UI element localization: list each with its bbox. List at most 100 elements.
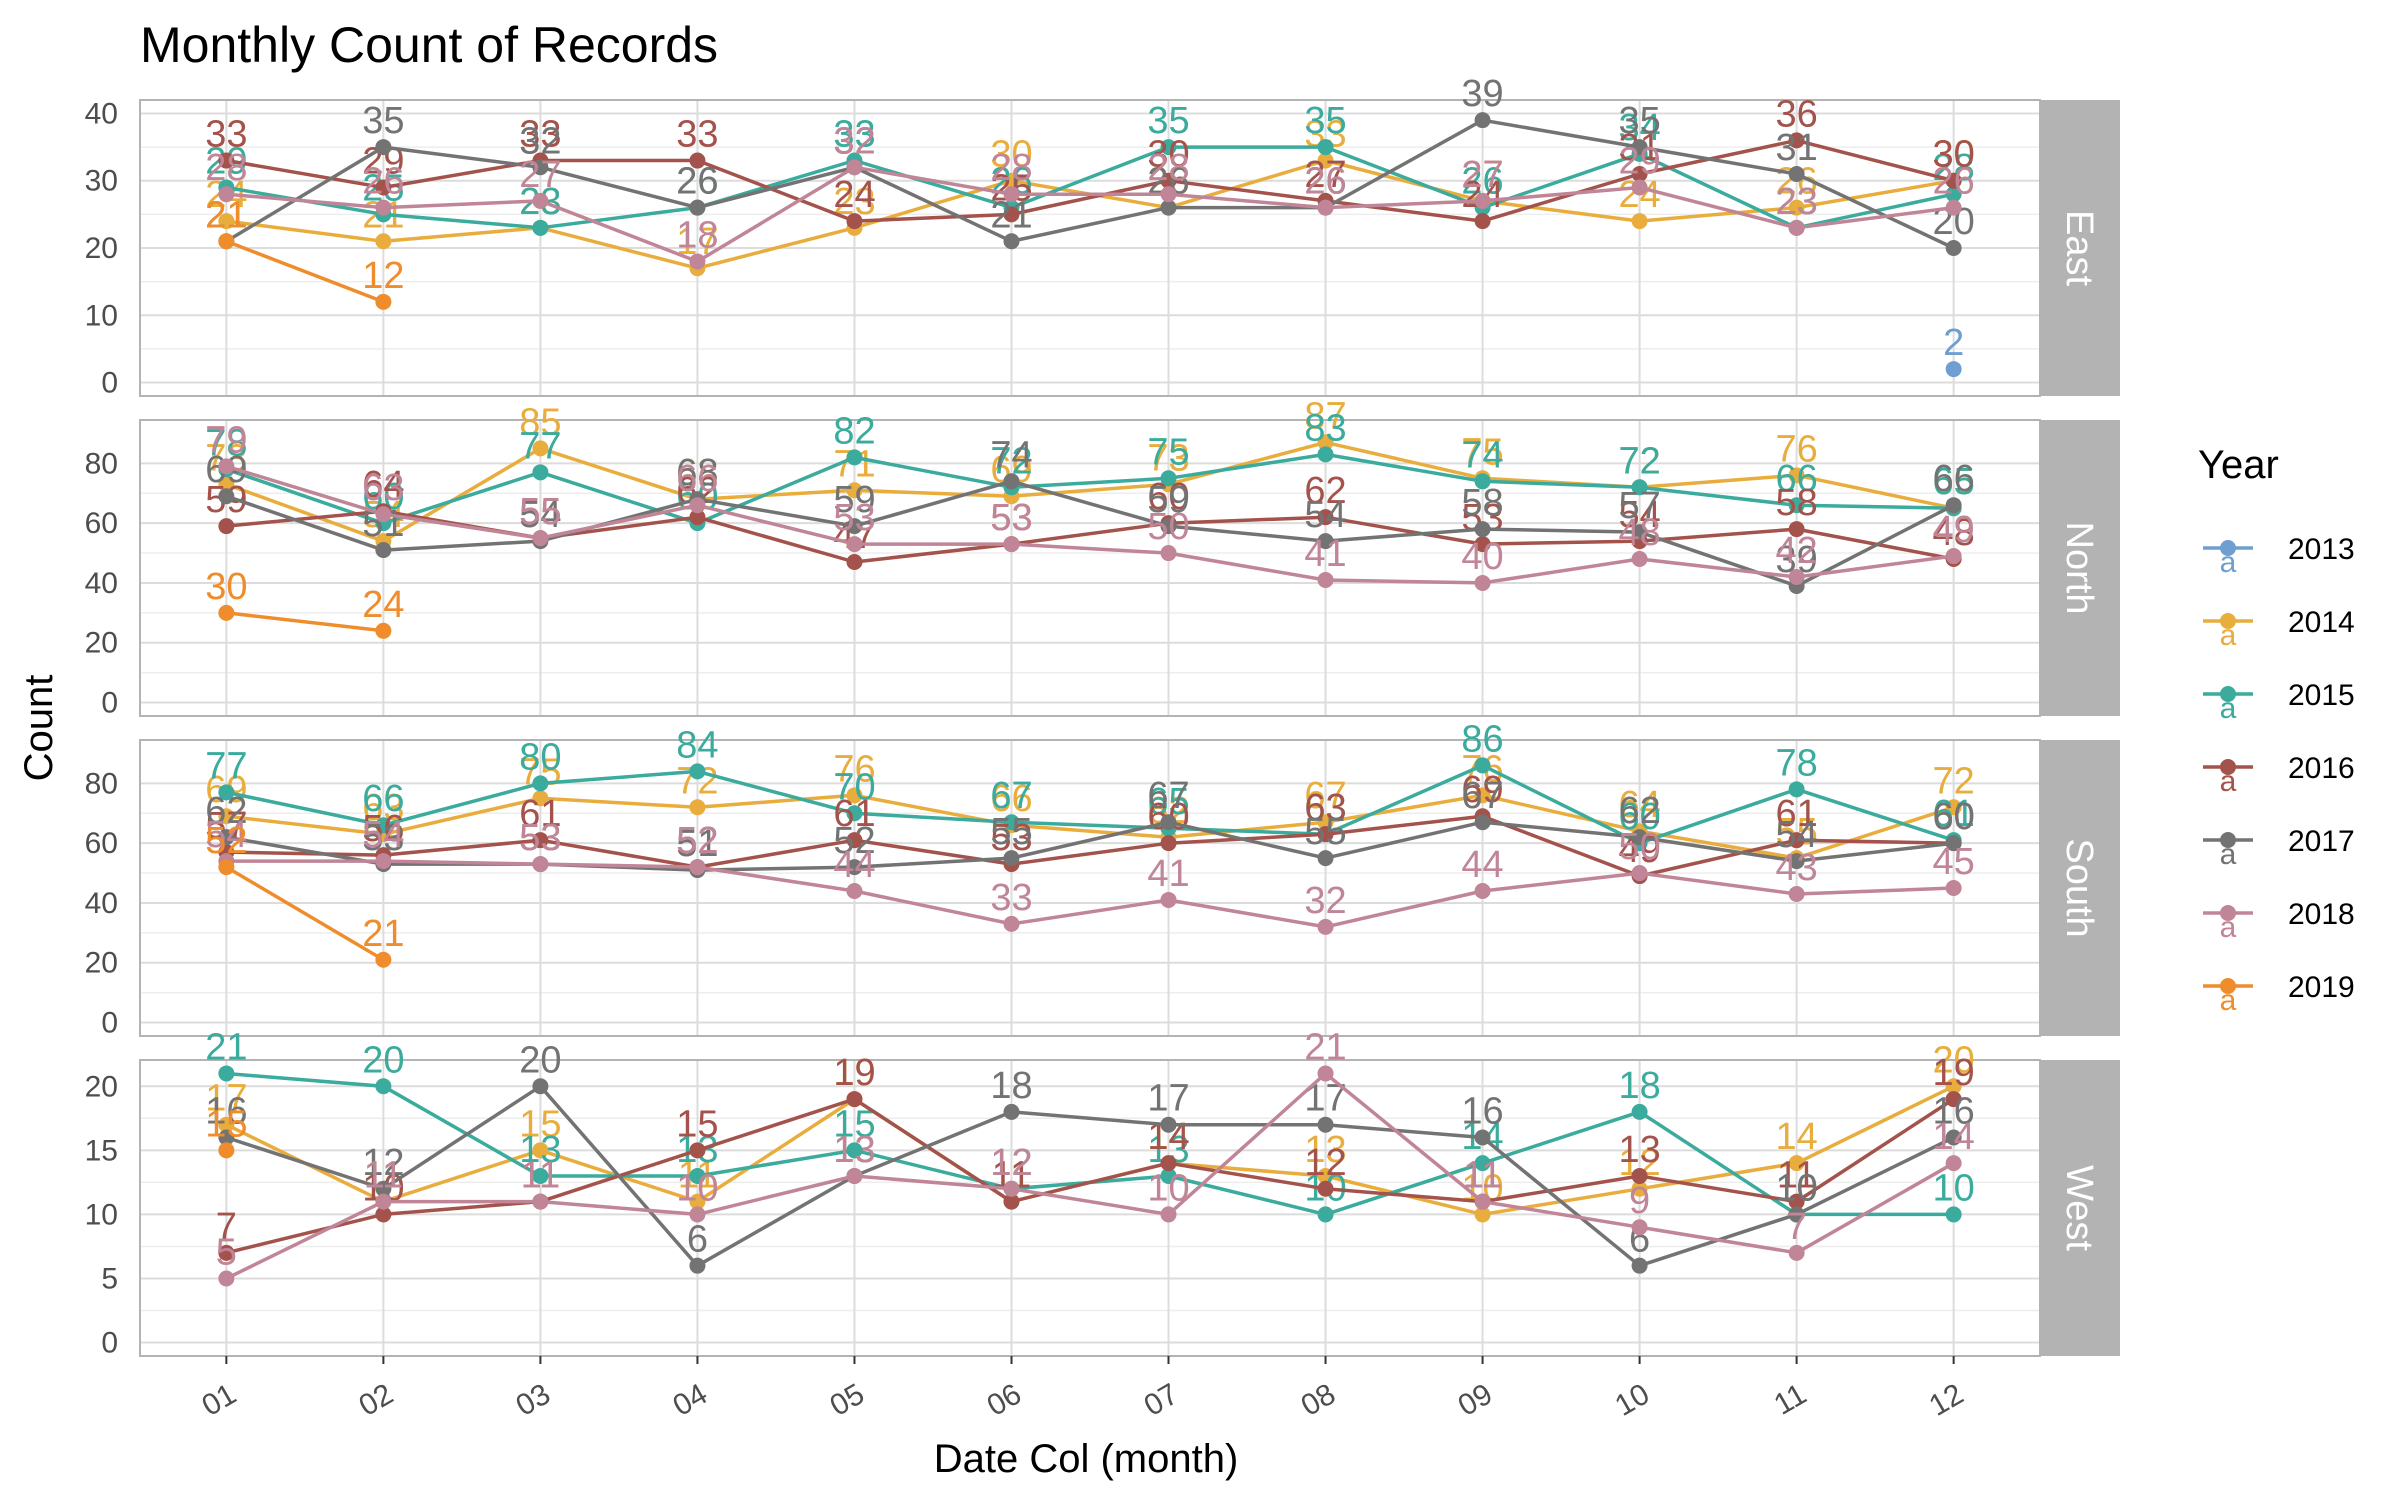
data-point [218, 808, 235, 825]
data-point [1945, 1129, 1962, 1146]
data-point [532, 219, 549, 236]
data-point [218, 784, 235, 801]
series-2019: 21 12 [205, 194, 405, 310]
y-tick-label: 10 [85, 299, 118, 332]
x-tick-label: 08 [1296, 1377, 1341, 1422]
series-line [225, 1097, 1955, 1255]
y-tick-label: 60 [85, 507, 118, 540]
data-label: 31 [1775, 127, 1817, 169]
series-line [225, 118, 1955, 250]
data-point [1003, 1180, 1020, 1197]
y-tick-label: 5 [101, 1262, 118, 1295]
data-point [1317, 1180, 1334, 1197]
data-label: 58 [1775, 482, 1817, 524]
data-point [1945, 1078, 1962, 1095]
data-label: 12 [990, 1142, 1032, 1184]
data-point [218, 1270, 235, 1287]
data-point [532, 192, 549, 209]
data-point [1317, 533, 1334, 550]
legend-key-point [2220, 540, 2236, 556]
data-label: 12 [362, 255, 404, 297]
data-label: 35 [1618, 100, 1660, 142]
data-label: 35 [362, 100, 404, 142]
data-point [1631, 1167, 1648, 1184]
data-label: 26 [676, 161, 718, 203]
data-point [375, 293, 392, 310]
data-point [1160, 1155, 1177, 1172]
data-label: 40 [1461, 536, 1503, 578]
data-label: 60 [1147, 476, 1189, 518]
data-point [375, 1193, 392, 1210]
data-label: 55 [519, 491, 561, 533]
legend-entry-2016: a 2016 [2203, 752, 2355, 798]
data-point [689, 199, 706, 216]
data-label: 62 [1304, 470, 1346, 512]
data-label: 63 [1304, 787, 1346, 829]
data-label: 18 [990, 1065, 1032, 1107]
series-line [225, 452, 1954, 525]
data-point [1945, 799, 1962, 816]
data-label: 11 [521, 1155, 560, 1197]
facet-strip-label: South [2058, 838, 2100, 937]
panel-east: 010203040East224212317233026332724263029… [85, 73, 2120, 400]
data-label: 62 [205, 790, 247, 832]
facet-strip-label: West [2058, 1165, 2100, 1251]
data-point [846, 787, 863, 804]
x-tick-label: 03 [511, 1377, 556, 1422]
data-point [1788, 1206, 1805, 1223]
series-line [225, 479, 1955, 588]
data-label: 26 [362, 161, 404, 203]
data-label: 66 [676, 458, 718, 500]
data-point [689, 859, 706, 876]
data-point [218, 518, 235, 535]
data-point [846, 832, 863, 849]
data-point [375, 233, 392, 250]
y-tick-label: 20 [85, 1070, 118, 1103]
data-point [1160, 518, 1177, 535]
data-point [846, 805, 863, 822]
data-point [1317, 571, 1334, 588]
legend-label: 2019 [2288, 971, 2355, 1004]
y-tick-label: 60 [85, 827, 118, 860]
data-label: 30 [205, 566, 247, 608]
legend-entry-2014: a 2014 [2203, 606, 2355, 652]
y-tick-label: 10 [85, 1198, 118, 1231]
data-label: 48 [1932, 512, 1974, 554]
data-point [1003, 536, 1020, 553]
data-label: 27 [519, 154, 561, 196]
legend-title: Year [2198, 443, 2279, 487]
legend-key-label-glyph: a [2220, 838, 2237, 871]
data-label: 53 [990, 497, 1032, 539]
data-point [218, 233, 235, 250]
data-point [218, 476, 235, 493]
data-point [375, 817, 392, 834]
data-label: 53 [990, 497, 1032, 539]
series-line [226, 509, 1954, 564]
data-label: 27 [1304, 154, 1346, 196]
data-point [1474, 1206, 1491, 1223]
data-point [846, 449, 863, 466]
legend-key-point [2220, 686, 2236, 702]
data-point [1160, 891, 1177, 908]
data-label: 61 [1775, 793, 1817, 835]
data-point [1160, 186, 1177, 203]
data-point [218, 829, 235, 846]
data-label: 57 [1618, 485, 1660, 527]
series-line [225, 440, 1954, 543]
data-label: 16 [205, 1091, 247, 1133]
series-2019: 15 [205, 1103, 248, 1159]
legend-entry-2017: a 2017 [2203, 825, 2355, 871]
data-point [1945, 1091, 1962, 1108]
data-point [532, 775, 549, 792]
panel-south: 020406080South69637572766662677664557277… [85, 718, 2120, 1040]
data-point [1631, 865, 1648, 882]
data-label: 76 [833, 748, 875, 790]
data-point [1945, 497, 1962, 514]
data-label: 11 [1463, 1155, 1502, 1197]
x-tick-label: 11 [1769, 1377, 1812, 1421]
data-point [532, 159, 549, 176]
data-label: 28 [205, 147, 247, 189]
series-2015: 212013131512131014181010 [205, 1026, 1975, 1223]
data-point [689, 1167, 706, 1184]
